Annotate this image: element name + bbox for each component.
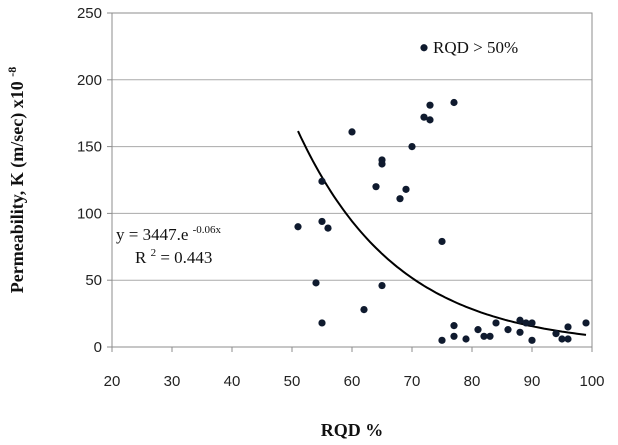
rqd-annotation: RQD > 50% bbox=[433, 38, 518, 57]
data-point bbox=[318, 177, 326, 185]
y-axis-title-exponent: -8 bbox=[5, 67, 19, 77]
data-point bbox=[474, 326, 482, 334]
x-tick-label: 100 bbox=[579, 373, 604, 390]
x-tick-label: 60 bbox=[344, 373, 361, 390]
data-point bbox=[378, 160, 386, 168]
y-axis-title: Permeability, K (m/sec) x10 -8 bbox=[5, 67, 28, 293]
data-point bbox=[360, 305, 368, 314]
y-tick-label: 250 bbox=[77, 5, 102, 22]
data-point bbox=[516, 316, 524, 324]
equation-exponent: -0.06x bbox=[193, 224, 222, 236]
data-point bbox=[450, 332, 458, 340]
data-point bbox=[426, 116, 434, 124]
data-point bbox=[558, 335, 566, 343]
data-point bbox=[372, 183, 380, 191]
data-point bbox=[450, 322, 458, 330]
x-axis: 20 30 40 50 60 70 80 90 100 bbox=[104, 347, 605, 390]
r2-label: R 2 = 0.443 bbox=[135, 241, 212, 267]
y-tick-label: 200 bbox=[77, 72, 102, 89]
y-axis: 0 50 100 150 200 250 bbox=[77, 5, 112, 356]
data-point bbox=[378, 281, 386, 290]
x-tick-label: 20 bbox=[104, 373, 121, 390]
x-axis-title: RQD % bbox=[321, 420, 384, 440]
data-point bbox=[516, 328, 524, 336]
r2-value: = 0.443 bbox=[160, 248, 212, 267]
data-point bbox=[426, 101, 434, 109]
data-point bbox=[486, 332, 494, 340]
r2-superscript: 2 bbox=[151, 247, 157, 259]
x-tick-label: 80 bbox=[464, 373, 481, 390]
r2-prefix: R bbox=[135, 248, 147, 267]
data-point bbox=[564, 323, 572, 331]
plot-background bbox=[112, 13, 592, 347]
y-tick-label: 50 bbox=[85, 272, 102, 289]
data-point bbox=[504, 326, 512, 334]
x-tick-label: 50 bbox=[284, 373, 301, 390]
data-point bbox=[528, 319, 536, 327]
data-point bbox=[408, 143, 416, 151]
data-point bbox=[396, 195, 404, 203]
data-point bbox=[522, 319, 530, 327]
data-point bbox=[420, 113, 428, 121]
data-point bbox=[420, 44, 428, 52]
x-tick-label: 40 bbox=[224, 373, 241, 390]
y-axis-title-main: Permeability, K (m/sec) x10 bbox=[7, 81, 28, 293]
data-point bbox=[318, 217, 326, 226]
x-tick-label: 90 bbox=[524, 373, 541, 390]
x-tick-label: 30 bbox=[164, 373, 181, 390]
equation-label: y = 3447.e -0.06x bbox=[116, 224, 222, 244]
trend-line bbox=[297, 130, 587, 336]
equation-base: y = 3447.e bbox=[116, 225, 188, 244]
y-tick-label: 0 bbox=[94, 339, 102, 356]
scatter-points bbox=[294, 44, 590, 344]
gridlines bbox=[112, 79, 592, 281]
data-point bbox=[312, 279, 320, 287]
y-tick-label: 150 bbox=[77, 139, 102, 156]
data-point bbox=[582, 319, 590, 327]
data-point bbox=[492, 319, 500, 327]
data-point bbox=[552, 330, 560, 338]
data-point bbox=[462, 335, 470, 343]
data-point bbox=[402, 185, 410, 193]
x-tick-label: 70 bbox=[404, 373, 421, 390]
data-point bbox=[348, 128, 356, 136]
data-point bbox=[318, 319, 326, 327]
data-point bbox=[450, 98, 458, 107]
y-tick-label: 100 bbox=[77, 205, 102, 222]
data-point bbox=[294, 223, 302, 231]
data-point bbox=[528, 336, 536, 344]
data-point bbox=[438, 237, 446, 246]
data-point bbox=[324, 224, 332, 232]
data-point bbox=[438, 336, 446, 344]
data-point bbox=[564, 335, 572, 343]
data-point bbox=[480, 332, 488, 340]
